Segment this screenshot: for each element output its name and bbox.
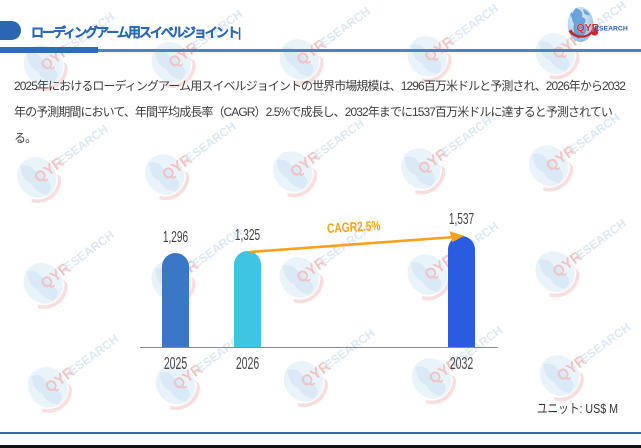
- svg-text:ESEARCH: ESEARCH: [595, 26, 628, 33]
- svg-text:QYR: QYR: [577, 22, 600, 34]
